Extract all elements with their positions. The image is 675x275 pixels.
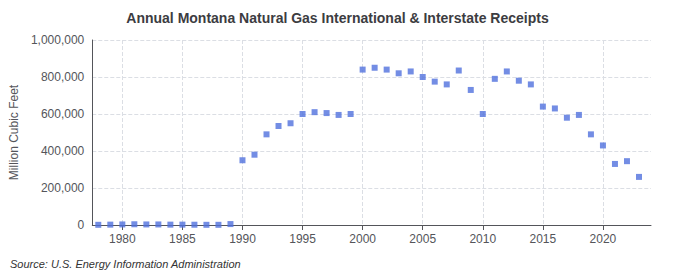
- svg-text:2015: 2015: [530, 232, 557, 246]
- svg-text:200,000: 200,000: [41, 181, 85, 195]
- svg-text:Annual Montana Natural Gas Int: Annual Montana Natural Gas International…: [126, 10, 549, 26]
- svg-text:2020: 2020: [590, 232, 617, 246]
- svg-text:2010: 2010: [469, 232, 496, 246]
- svg-text:1995: 1995: [289, 232, 316, 246]
- svg-text:400,000: 400,000: [41, 144, 85, 158]
- svg-text:Million Cubic Feet: Million Cubic Feet: [7, 84, 21, 180]
- svg-text:1990: 1990: [229, 232, 256, 246]
- svg-text:Source: U.S. Energy Informatio: Source: U.S. Energy Information Administ…: [10, 258, 241, 270]
- svg-text:1,000,000: 1,000,000: [31, 33, 85, 47]
- svg-text:2005: 2005: [409, 232, 436, 246]
- svg-text:1985: 1985: [169, 232, 196, 246]
- svg-text:800,000: 800,000: [41, 70, 85, 84]
- svg-text:600,000: 600,000: [41, 107, 85, 121]
- svg-text:1980: 1980: [109, 232, 136, 246]
- svg-text:2000: 2000: [349, 232, 376, 246]
- svg-text:0: 0: [78, 218, 85, 232]
